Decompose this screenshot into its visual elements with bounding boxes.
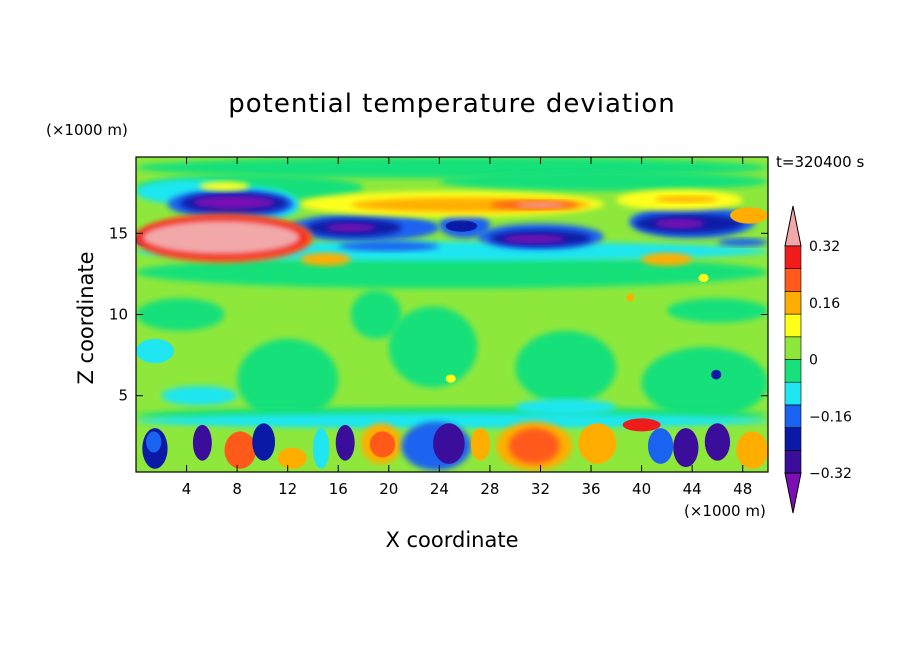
x-tick-label: 12 xyxy=(278,480,297,498)
x-axis-label: X coordinate xyxy=(385,528,518,552)
field-region-72 xyxy=(698,273,709,283)
field-region-4 xyxy=(136,256,768,289)
x-unit-label: (×1000 m) xyxy=(684,502,766,520)
colorbar-tick-label: −0.32 xyxy=(809,466,852,482)
field-region-35 xyxy=(654,218,705,229)
field-layer xyxy=(136,157,768,471)
colorbar-band xyxy=(784,268,802,292)
field-region-7 xyxy=(388,306,478,388)
field-region-48 xyxy=(641,252,693,266)
colorbar-band xyxy=(784,313,802,338)
field-region-51 xyxy=(192,424,212,461)
field-region-55 xyxy=(312,428,330,469)
x-tick-label: 8 xyxy=(232,480,242,498)
colorbar-band xyxy=(784,404,802,428)
x-tick-label: 16 xyxy=(329,480,348,498)
colorbar-tick-label: 0.32 xyxy=(809,239,840,255)
z-tick-label: 10 xyxy=(109,306,128,324)
field-region-12 xyxy=(666,298,768,323)
colorbar-band xyxy=(784,291,802,315)
field-region-53 xyxy=(252,423,276,461)
z-axis-label: Z coordinate xyxy=(74,251,98,384)
x-axis: 4 8 12 16 20 24 28 32 36 40 44 48 xyxy=(182,157,752,498)
x-tick-label: 36 xyxy=(581,480,600,498)
x-tick-label: 20 xyxy=(379,480,398,498)
field-region-17 xyxy=(161,385,238,406)
field-region-65 xyxy=(622,418,661,432)
z-tick-label: 5 xyxy=(118,387,128,405)
colorbar-band xyxy=(784,381,802,406)
field-region-52 xyxy=(224,431,257,469)
field-region-24 xyxy=(338,241,440,252)
x-tick-label: 24 xyxy=(430,480,449,498)
field-region-73 xyxy=(445,374,456,383)
colorbar-extend-top xyxy=(784,205,802,247)
field-region-26 xyxy=(717,238,768,247)
z-unit-label: (×1000 m) xyxy=(46,121,128,139)
field-region-71 xyxy=(626,293,635,302)
colorbar: 0.32 0.16 0 −0.16 −0.32 xyxy=(784,205,852,514)
colorbar-band xyxy=(784,336,802,360)
x-tick-label: 32 xyxy=(531,480,550,498)
plot-area xyxy=(136,157,768,472)
field-region-32 xyxy=(192,195,276,209)
time-label: t=320400 s xyxy=(776,153,864,171)
field-region-61 xyxy=(470,428,490,461)
field-region-31 xyxy=(445,220,478,232)
field-region-46 xyxy=(142,220,301,255)
x-tick-label: 28 xyxy=(480,480,499,498)
field-region-3 xyxy=(439,171,768,192)
x-tick-label: 40 xyxy=(632,480,651,498)
field-region-40 xyxy=(515,202,566,208)
field-region-41 xyxy=(654,195,718,203)
x-tick-label: 48 xyxy=(733,480,752,498)
colorbar-band xyxy=(784,245,802,270)
colorbar-band xyxy=(784,449,802,474)
field-region-8 xyxy=(515,330,617,404)
field-region-58 xyxy=(369,431,396,458)
field-region-60 xyxy=(433,423,465,464)
field-region-54 xyxy=(277,447,307,469)
field-region-64 xyxy=(578,423,617,464)
colorbar-band xyxy=(784,359,802,383)
field-region-67 xyxy=(673,428,699,468)
field-region-74 xyxy=(136,338,174,364)
field-region-18 xyxy=(515,398,617,416)
field-region-47 xyxy=(300,252,351,266)
x-tick-label: 4 xyxy=(182,480,192,498)
field-region-43 xyxy=(199,181,250,192)
field-region-50 xyxy=(146,431,162,453)
z-tick-label: 15 xyxy=(109,224,128,242)
field-region-9 xyxy=(641,346,768,419)
field-region-42 xyxy=(730,207,768,224)
field-region-6 xyxy=(237,338,339,421)
field-region-33 xyxy=(325,223,377,232)
colorbar-band xyxy=(784,427,802,451)
field-region-16 xyxy=(136,413,768,429)
field-region-5 xyxy=(136,298,225,331)
colorbar-extend-bottom xyxy=(784,472,802,514)
field-region-69 xyxy=(736,431,768,469)
field-region-70 xyxy=(711,369,722,380)
colorbar-tick-label: 0.16 xyxy=(809,296,840,312)
z-axis: 5 10 15 xyxy=(109,224,768,405)
field-region-11 xyxy=(350,290,402,339)
colorbar-tick-label: −0.16 xyxy=(809,409,852,425)
field-region-56 xyxy=(335,424,355,461)
colorbar-tick-label: 0 xyxy=(809,353,818,369)
field-region-66 xyxy=(647,428,674,464)
field-region-63 xyxy=(508,428,560,464)
x-tick-label: 44 xyxy=(683,480,702,498)
chart-title: potential temperature deviation xyxy=(228,89,675,119)
field-region-68 xyxy=(704,423,731,461)
field-region-34 xyxy=(502,234,566,244)
